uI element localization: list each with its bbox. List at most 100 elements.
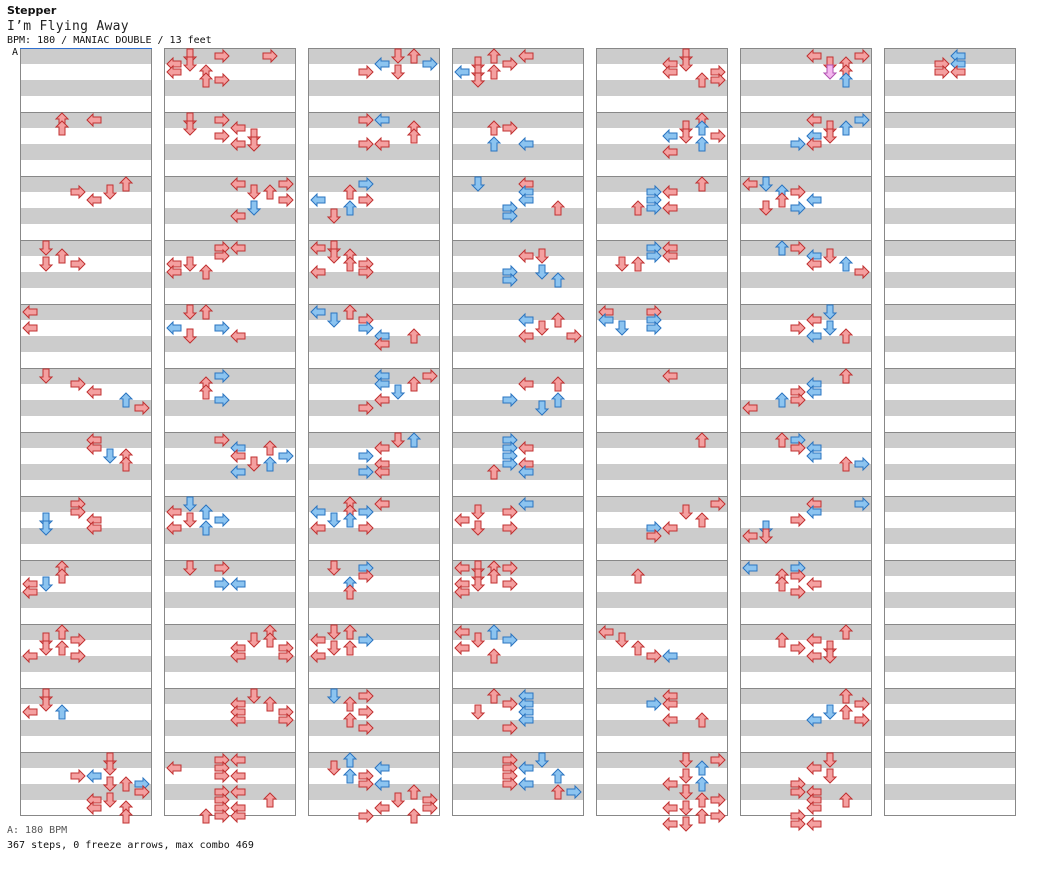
beat-stripe	[452, 272, 584, 288]
step-arrow-icon	[806, 817, 822, 831]
beat-stripe	[308, 784, 440, 800]
song-title: I’m Flying Away	[7, 19, 129, 34]
beat-stripe	[740, 112, 872, 128]
chart-column	[308, 48, 440, 816]
beat-stripe	[884, 368, 1016, 384]
beat-stripe	[308, 80, 440, 96]
beat-stripe	[884, 592, 1016, 608]
beat-stripe	[884, 208, 1016, 224]
chart-column	[884, 48, 1016, 816]
beat-stripe	[308, 560, 440, 576]
beat-stripe	[20, 432, 152, 448]
beat-stripe	[20, 528, 152, 544]
beat-stripe	[596, 464, 728, 480]
beat-stripe	[884, 48, 1016, 64]
beat-stripe	[740, 496, 872, 512]
beat-stripe	[452, 560, 584, 576]
beat-stripe	[20, 304, 152, 320]
beat-stripe	[596, 336, 728, 352]
beat-stripe	[308, 48, 440, 64]
beat-stripe	[20, 176, 152, 192]
beat-stripe	[308, 432, 440, 448]
beat-stripe	[596, 304, 728, 320]
beat-stripe	[308, 496, 440, 512]
beat-stripe	[452, 688, 584, 704]
beat-stripe	[308, 144, 440, 160]
beat-stripe	[740, 272, 872, 288]
beat-stripe	[596, 272, 728, 288]
beat-stripe	[20, 208, 152, 224]
beat-stripe	[884, 176, 1016, 192]
beat-stripe	[308, 656, 440, 672]
beat-stripe	[884, 656, 1016, 672]
beat-stripe	[884, 240, 1016, 256]
beat-stripe	[20, 144, 152, 160]
beat-stripe	[452, 464, 584, 480]
beat-stripe	[20, 48, 152, 64]
bpm-legend: A: 180 BPM	[7, 825, 68, 836]
beat-stripe	[164, 592, 296, 608]
beat-stripe	[452, 176, 584, 192]
beat-stripe	[740, 432, 872, 448]
beat-stripe	[20, 112, 152, 128]
beat-stripe	[884, 272, 1016, 288]
beat-stripe	[884, 80, 1016, 96]
beat-stripe	[740, 336, 872, 352]
beat-stripe	[452, 304, 584, 320]
beat-stripe	[740, 48, 872, 64]
beat-stripe	[884, 464, 1016, 480]
beat-stripe	[308, 528, 440, 544]
beat-stripe	[164, 784, 296, 800]
beat-stripe	[452, 624, 584, 640]
beat-stripe	[740, 688, 872, 704]
beat-stripe	[596, 432, 728, 448]
beat-stripe	[308, 304, 440, 320]
measure-columns	[20, 48, 1016, 816]
beat-stripe	[452, 784, 584, 800]
beat-stripe	[20, 464, 152, 480]
beat-stripe	[164, 720, 296, 736]
column-border	[596, 48, 728, 816]
beat-stripe	[20, 368, 152, 384]
beat-stripe	[452, 592, 584, 608]
beat-stripe	[596, 48, 728, 64]
beat-stripe	[20, 400, 152, 416]
beat-stripe	[308, 272, 440, 288]
beat-stripe	[596, 80, 728, 96]
beat-stripe	[164, 272, 296, 288]
beat-stripe	[308, 112, 440, 128]
beat-stripe	[20, 656, 152, 672]
beat-stripe	[308, 592, 440, 608]
beat-stripe	[740, 464, 872, 480]
beat-stripe	[740, 240, 872, 256]
beat-stripe	[164, 528, 296, 544]
chart-column	[740, 48, 872, 816]
beat-stripe	[308, 464, 440, 480]
chart-column	[164, 48, 296, 816]
beat-stripe	[308, 208, 440, 224]
beat-stripe	[596, 496, 728, 512]
beat-stripe	[164, 336, 296, 352]
chart-column	[596, 48, 728, 816]
beat-stripe	[884, 304, 1016, 320]
beat-stripe	[164, 240, 296, 256]
beat-stripe	[452, 400, 584, 416]
beat-stripe	[452, 496, 584, 512]
beat-stripe	[740, 624, 872, 640]
beat-stripe	[596, 784, 728, 800]
beat-stripe	[740, 400, 872, 416]
beat-stripe	[164, 48, 296, 64]
beat-stripe	[884, 144, 1016, 160]
beat-stripe	[596, 112, 728, 128]
beat-stripe	[164, 80, 296, 96]
beat-stripe	[20, 688, 152, 704]
beat-stripe	[740, 80, 872, 96]
beat-stripe	[164, 624, 296, 640]
beat-stripe	[596, 592, 728, 608]
beat-stripe	[452, 80, 584, 96]
beat-stripe	[20, 624, 152, 640]
beat-stripe	[452, 752, 584, 768]
beat-stripe	[20, 240, 152, 256]
chart-column	[452, 48, 584, 816]
